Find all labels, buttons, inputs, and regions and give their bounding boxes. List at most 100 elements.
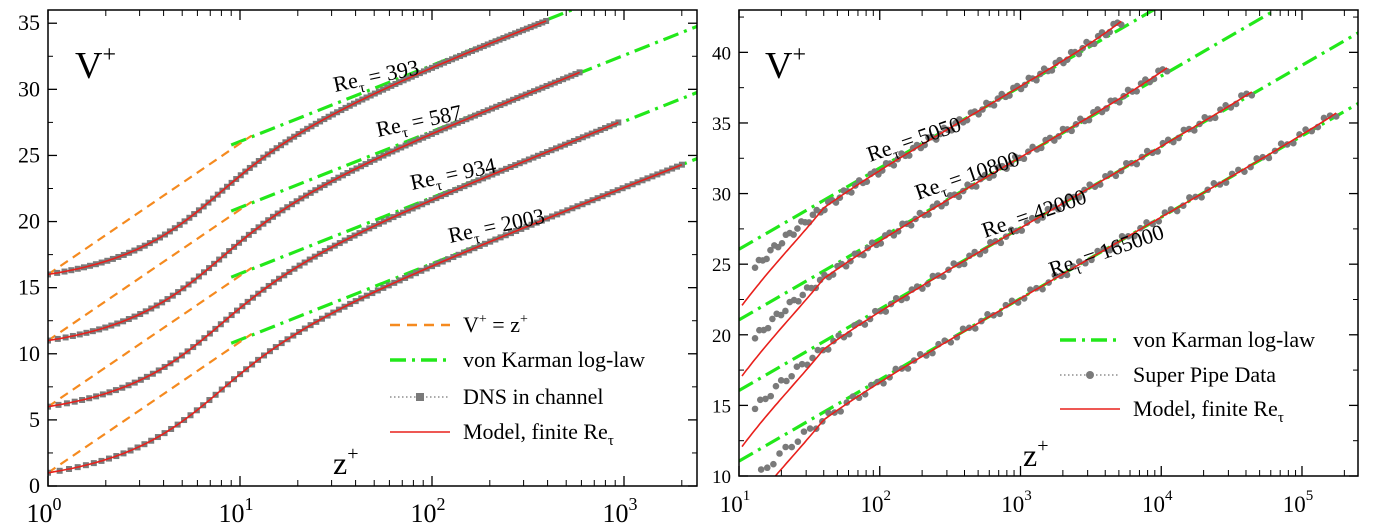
data-point bbox=[752, 476, 759, 483]
x-tick-label: 104 bbox=[1142, 488, 1173, 517]
right-plot-frame bbox=[738, 9, 1359, 477]
right-plot-area bbox=[739, 10, 1358, 483]
data-point bbox=[763, 255, 770, 263]
model-curve-10800 bbox=[741, 67, 1168, 377]
data-point bbox=[678, 161, 685, 168]
loglaw-line-393 bbox=[230, 10, 576, 147]
right-chart: 10 15 20 25 30 35 40 101 102 103 104 105 V+ z+ Reτ … bbox=[712, 9, 1359, 517]
legend-label: Super Pipe Data bbox=[1133, 362, 1276, 387]
data-point bbox=[782, 307, 789, 315]
data-point bbox=[809, 211, 817, 219]
y-tick-label: 35 bbox=[18, 10, 40, 35]
data-point bbox=[799, 291, 807, 299]
data-point bbox=[1051, 271, 1059, 279]
data-point bbox=[543, 17, 550, 24]
legend-item: von Karman log-law bbox=[390, 347, 645, 372]
right-y-axis-title: V+ bbox=[765, 42, 806, 87]
x-tick-label: 100 bbox=[27, 494, 62, 527]
legend-label: V+ = z+ bbox=[463, 312, 528, 337]
model-curve-5050 bbox=[741, 20, 1122, 306]
y-tick-label: 10 bbox=[712, 467, 731, 488]
data-point bbox=[800, 428, 808, 435]
legend-label: Model, finite Reτ bbox=[1133, 396, 1284, 426]
y-tick-label: 20 bbox=[712, 326, 731, 347]
y-tick-label: 30 bbox=[712, 185, 731, 206]
data-point bbox=[798, 360, 806, 368]
data-point bbox=[1137, 80, 1145, 87]
data-point bbox=[756, 396, 764, 404]
legend-label: von Karman log-law bbox=[463, 347, 645, 372]
data-point bbox=[794, 438, 802, 446]
model-curve-2003 bbox=[48, 163, 683, 474]
legend-swatch-data-marker bbox=[416, 393, 424, 401]
x-tick-label: 103 bbox=[602, 494, 637, 527]
data-point bbox=[751, 264, 759, 271]
data-point bbox=[751, 334, 759, 342]
y-tick-label: 25 bbox=[712, 255, 731, 276]
x-tick-label: 102 bbox=[860, 488, 891, 517]
data-point bbox=[763, 464, 771, 472]
left-y-axis-title: V+ bbox=[75, 42, 116, 87]
left-legend: V+ = z+ von Karman log-law DNS in channel M… bbox=[390, 312, 645, 449]
curve-label: Reτ = 165000 bbox=[1045, 219, 1168, 286]
data-point bbox=[790, 231, 797, 238]
left-plot-frame bbox=[47, 9, 698, 487]
y-tick-label: 10 bbox=[18, 341, 40, 366]
data-point bbox=[778, 240, 786, 247]
right-legend: von Karman log-law Super Pipe Data Model, … bbox=[1060, 327, 1315, 426]
data-point bbox=[770, 460, 777, 468]
model-curve-42000 bbox=[741, 91, 1253, 448]
linear-law-line-2003 bbox=[48, 333, 253, 474]
data-point bbox=[788, 372, 795, 380]
model-curve-165000 bbox=[774, 112, 1337, 476]
y-tick-label: 30 bbox=[18, 76, 40, 101]
data-point bbox=[783, 377, 790, 385]
legend-swatch-data-marker bbox=[1086, 371, 1094, 379]
x-tick-label: 101 bbox=[218, 494, 253, 527]
data-point bbox=[939, 273, 947, 280]
left-axes: 0 5 10 15 20 25 30 35 100 101 102 103 bbox=[18, 10, 697, 527]
data-point bbox=[1133, 160, 1141, 168]
x-tick-label: 101 bbox=[720, 488, 751, 517]
data-point bbox=[777, 377, 785, 384]
y-tick-label: 25 bbox=[18, 142, 40, 167]
data-point bbox=[793, 363, 801, 371]
x-tick-label: 105 bbox=[1283, 488, 1314, 517]
left-plot-area bbox=[48, 10, 697, 476]
legend-item: Super Pipe Data bbox=[1060, 362, 1276, 387]
linear-law-line-393 bbox=[48, 134, 253, 276]
model-curve-393 bbox=[48, 20, 547, 276]
y-tick-label: 15 bbox=[18, 275, 40, 300]
model-curve-587 bbox=[48, 71, 580, 342]
data-point bbox=[767, 246, 774, 254]
legend-item: Model, finite Reτ bbox=[390, 419, 614, 449]
linear-law-line-934 bbox=[48, 266, 253, 408]
legend-label: DNS in channel bbox=[463, 384, 604, 409]
data-point bbox=[806, 425, 814, 432]
right-axes: 10 15 20 25 30 35 40 101 102 103 104 105 bbox=[712, 10, 1358, 517]
data-point bbox=[751, 405, 759, 413]
data-point bbox=[772, 382, 780, 390]
y-tick-label: 40 bbox=[712, 43, 731, 64]
left-chart: 0 5 10 15 20 25 30 35 100 101 102 103 V+ z+ Reτ = 3… bbox=[18, 9, 698, 527]
model-curve-934 bbox=[48, 121, 619, 408]
curve-label: Reτ = 2003 bbox=[446, 203, 548, 253]
y-tick-label: 35 bbox=[712, 114, 731, 135]
x-tick-label: 103 bbox=[1001, 488, 1031, 517]
right-x-axis-title: z+ bbox=[1023, 435, 1048, 473]
linear-law-line-587 bbox=[48, 200, 253, 342]
legend-item: DNS in channel bbox=[390, 384, 604, 409]
legend-item: Model, finite Reτ bbox=[1060, 396, 1284, 426]
x-tick-label: 102 bbox=[410, 494, 445, 527]
data-point bbox=[795, 297, 802, 305]
data-point bbox=[1049, 204, 1057, 211]
curve-label: Reτ = 5050 bbox=[863, 111, 965, 171]
y-tick-label: 5 bbox=[29, 407, 40, 432]
data-point bbox=[788, 443, 796, 451]
right-series-layer bbox=[739, 10, 1358, 483]
data-point bbox=[777, 311, 785, 319]
data-point bbox=[814, 346, 822, 354]
